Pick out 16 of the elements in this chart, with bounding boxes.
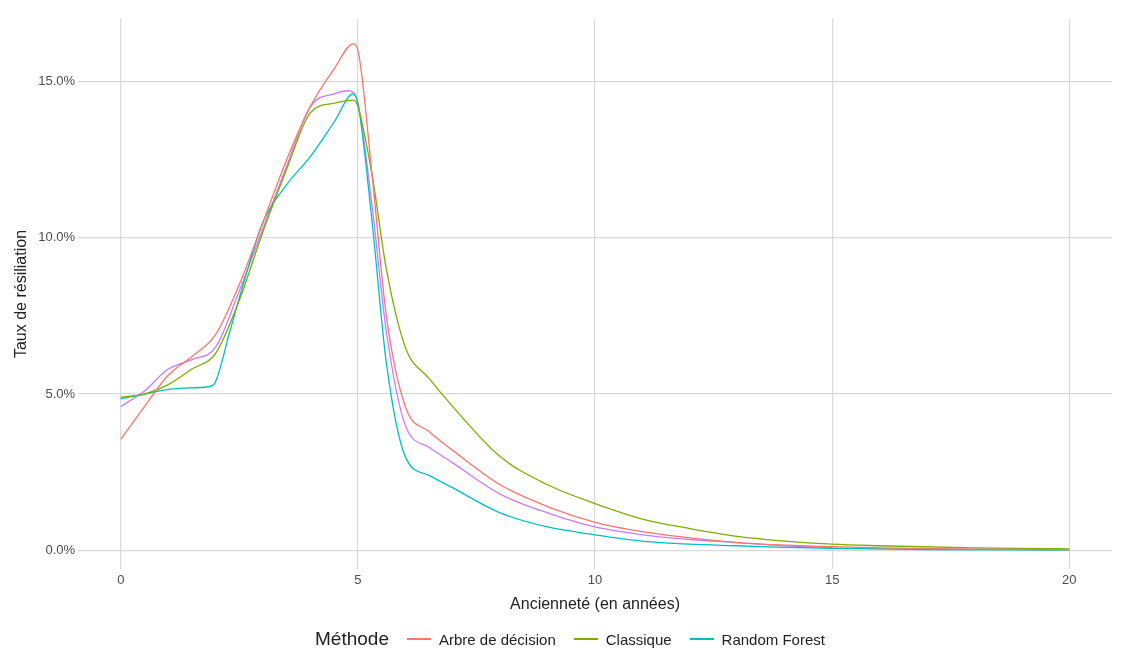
legend-label: Classique bbox=[605, 630, 672, 648]
x-tick-label: 0 bbox=[117, 571, 125, 587]
x-tick-label: 20 bbox=[1062, 571, 1077, 587]
y-tick-label: 0.0% bbox=[45, 542, 76, 558]
legend-label: Random Forest bbox=[721, 630, 825, 648]
legend-title: Méthode bbox=[315, 628, 389, 650]
line-series bbox=[120, 90, 833, 548]
legend-label: Arbre de décision bbox=[438, 630, 556, 648]
y-axis-title: Taux de résiliation bbox=[12, 229, 30, 359]
x-tick-label: 5 bbox=[354, 571, 362, 587]
y-tick-label: 10.0% bbox=[38, 229, 76, 245]
y-tick-label: 15.0% bbox=[38, 72, 76, 88]
x-tick-label: 10 bbox=[587, 571, 603, 587]
y-tick-label: 5.0% bbox=[45, 385, 76, 401]
x-tick-label: 15 bbox=[824, 571, 840, 587]
x-axis-title: Ancienneté (en années) bbox=[510, 594, 680, 612]
